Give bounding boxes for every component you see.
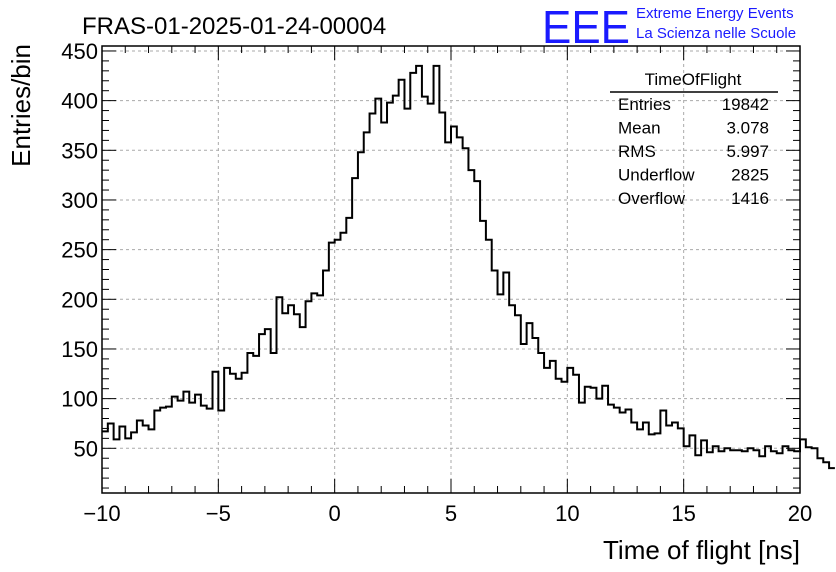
stats-value: 5.997 [726,142,769,161]
stats-label: Mean [618,119,661,138]
tick-labels: −10 −5 0 5 10 15 20 50 100 150 200 250 300 350 400 450 [61,39,812,526]
stats-label: Underflow [618,166,695,185]
x-tick-label: 10 [555,501,579,526]
x-tick-label: −5 [206,501,231,526]
logo-line-1: Extreme Energy Events [636,5,794,22]
grid [102,46,800,493]
y-tick-label: 250 [61,238,98,263]
stats-label: Overflow [618,189,686,208]
x-tick-label: 5 [445,501,457,526]
stats-name: TimeOfFlight [645,70,742,89]
axis-ticks [101,46,801,493]
x-axis-title: Time of flight [ns] [603,535,800,565]
y-tick-label: 100 [61,387,98,412]
chart-title: FRAS-01-2025-01-24-00004 [82,13,386,40]
x-tick-label: 15 [671,501,695,526]
x-tick-label: 20 [788,501,812,526]
logo-line-2: La Scienza nelle Scuole [636,25,796,42]
y-axis-title: Entries/bin [6,44,36,167]
x-tick-label: −10 [83,501,120,526]
y-tick-label: 400 [61,89,98,114]
stats-label: Entries [618,95,671,114]
histogram-line [102,64,835,470]
y-tick-label: 200 [61,287,98,312]
y-tick-label: 50 [74,436,98,461]
stats-box: TimeOfFlight Entries 19842 Mean 3.078 RMS 5.99… [610,70,778,208]
y-tick-label: 350 [61,138,98,163]
eee-logo: EEE [542,1,630,53]
stats-value: 19842 [722,95,769,114]
stats-value: 3.078 [726,119,769,138]
y-tick-label: 450 [61,39,98,64]
y-tick-label: 150 [61,337,98,362]
stats-value: 2825 [731,166,769,185]
y-tick-label: 300 [61,188,98,213]
histogram [102,64,835,470]
stats-label: RMS [618,142,656,161]
x-tick-label: 0 [329,501,341,526]
stats-value: 1416 [731,189,769,208]
